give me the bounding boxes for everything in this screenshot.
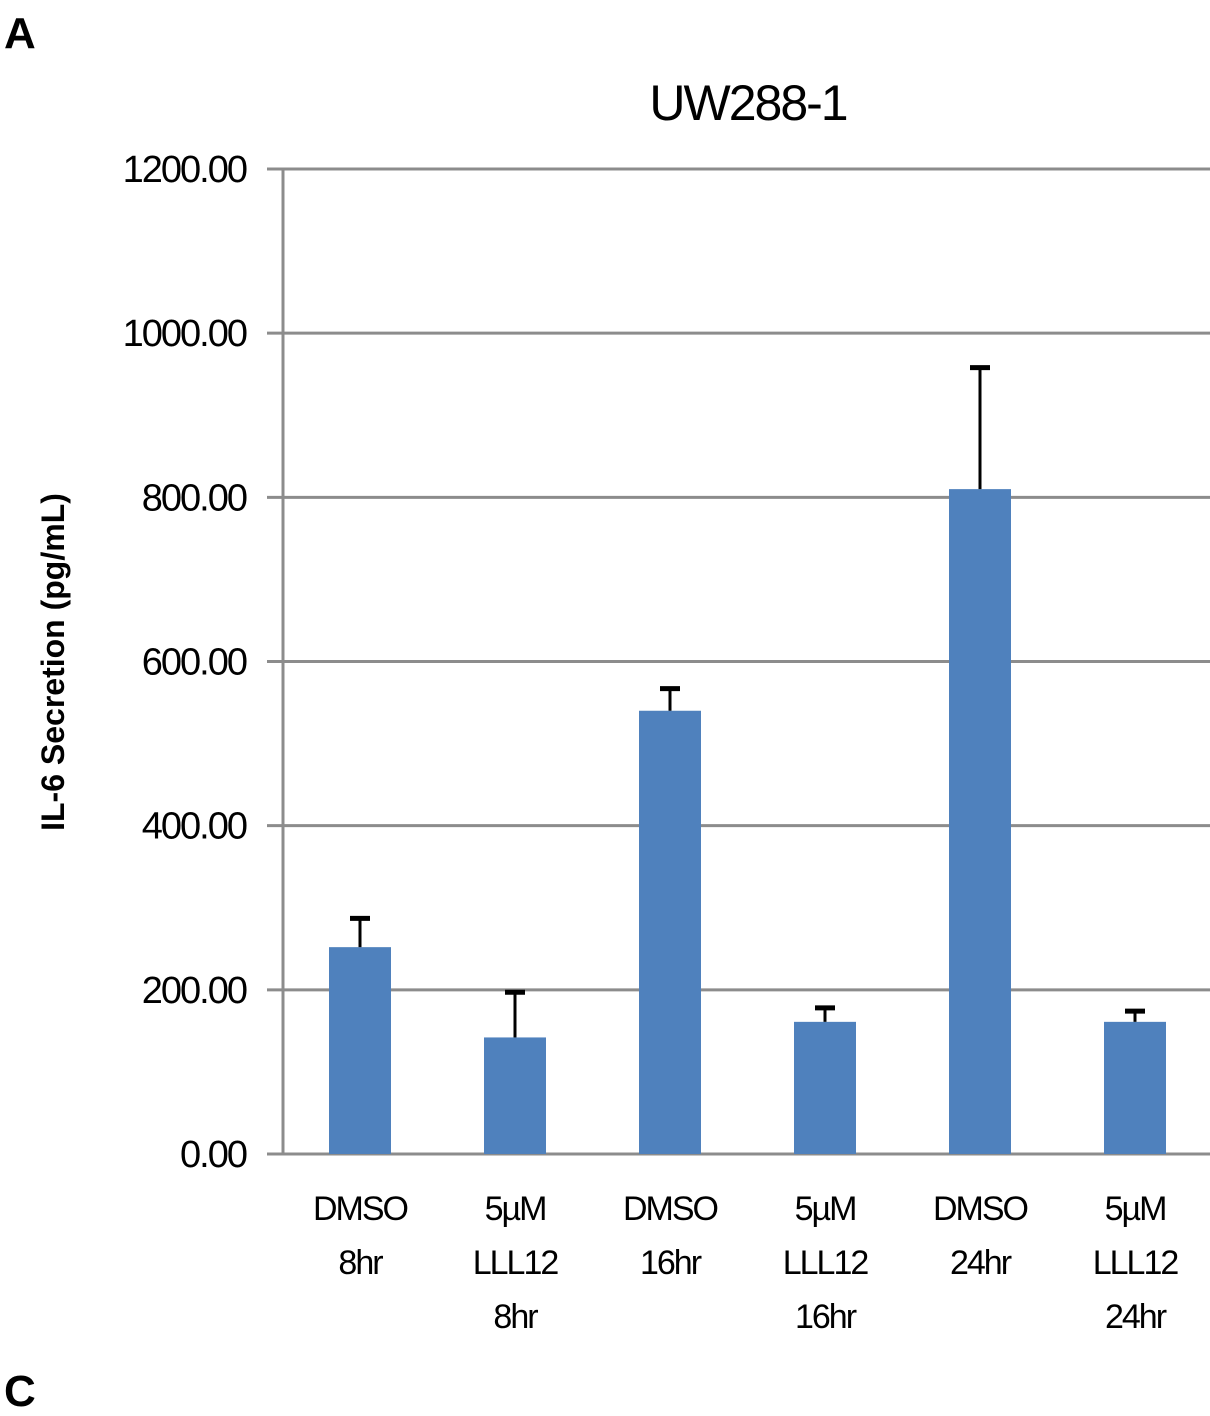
chart-title: UW288-1 (649, 75, 846, 131)
error-bars (350, 365, 1145, 1038)
x-tick-label: DMSO 24hr (933, 1190, 1028, 1282)
x-tick-label-line: DMSO (623, 1190, 718, 1228)
y-tick-label: 1200.00 (123, 149, 247, 191)
x-tick-label: DMSO 16hr (623, 1190, 718, 1282)
x-tick-label-line: 5µM (795, 1190, 856, 1228)
x-tick-label: 5µM LLL12 16hr (783, 1190, 869, 1336)
y-tick-label: 1000.00 (123, 313, 247, 355)
x-tick-label-line: 5µM (1105, 1190, 1166, 1228)
bar-chart: UW288-1 IL-6 Secretion (pg/mL) 0.00 200.0… (35, 75, 1210, 1336)
x-tick-label-line: 8hr (493, 1298, 538, 1336)
x-tick-label-line: 5µM (485, 1190, 546, 1228)
panel-label-a: A (4, 9, 36, 58)
x-tick-label-line: DMSO (933, 1190, 1028, 1228)
x-tick-label: DMSO 8hr (313, 1190, 408, 1282)
y-tick-labels: 0.00 200.00 400.00 600.00 800.00 1000.00 1200.… (123, 149, 249, 1176)
y-tick-label: 800.00 (142, 477, 247, 519)
x-tick-label-line: 24hr (950, 1244, 1012, 1282)
bars (329, 489, 1166, 1154)
panel-label-c: C (4, 1367, 36, 1416)
y-tick-label: 600.00 (142, 642, 247, 684)
x-tick-label-line: LLL12 (1093, 1244, 1179, 1282)
x-tick-label-line: 16hr (640, 1244, 702, 1282)
bar (794, 1021, 856, 1154)
y-tick-label: 0.00 (180, 1134, 247, 1176)
bar (484, 1037, 546, 1154)
x-tick-label-line: 8hr (338, 1244, 383, 1282)
bar (1104, 1021, 1166, 1154)
x-tick-label-line: LLL12 (783, 1244, 869, 1282)
y-tick-label: 400.00 (142, 806, 247, 848)
x-tick-label: 5µM LLL12 24hr (1093, 1190, 1179, 1336)
bar (639, 710, 701, 1154)
y-axis-label: IL-6 Secretion (pg/mL) (35, 493, 71, 831)
x-tick-label: 5µM LLL12 8hr (473, 1190, 559, 1336)
x-tick-label-line: 16hr (795, 1298, 857, 1336)
x-tick-label-line: LLL12 (473, 1244, 559, 1282)
x-tick-label-line: 24hr (1105, 1298, 1167, 1336)
x-tick-label-line: DMSO (313, 1190, 408, 1228)
gridlines (267, 167, 1210, 1156)
bar (949, 489, 1011, 1154)
y-tick-label: 200.00 (142, 970, 247, 1012)
bar (329, 947, 391, 1154)
